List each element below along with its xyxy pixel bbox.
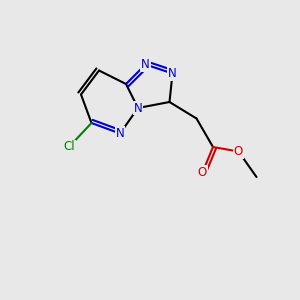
Text: N: N (141, 58, 150, 71)
Text: N: N (168, 67, 177, 80)
Text: N: N (134, 101, 142, 115)
Text: O: O (198, 166, 207, 179)
Text: O: O (234, 145, 243, 158)
Text: Cl: Cl (63, 140, 75, 154)
Text: N: N (116, 127, 124, 140)
